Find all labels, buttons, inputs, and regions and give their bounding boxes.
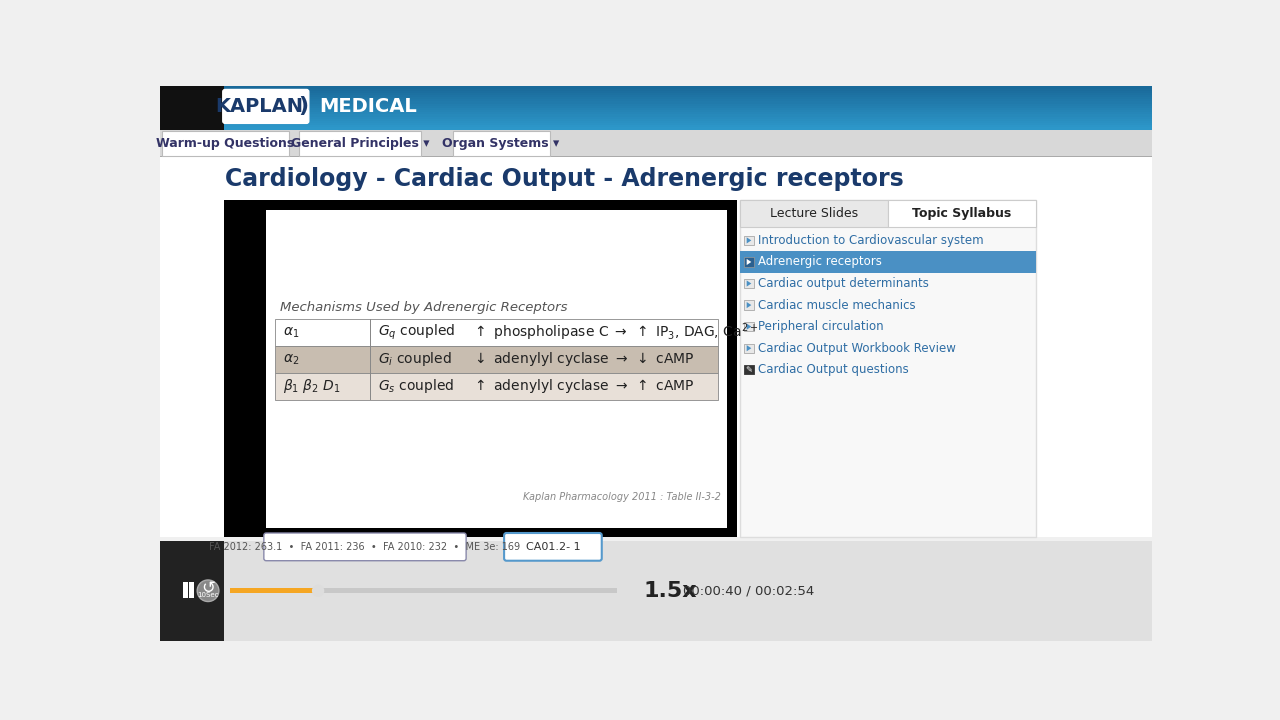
- Bar: [745, 365, 754, 374]
- Bar: [160, 121, 1152, 124]
- Text: 1.5x: 1.5x: [644, 581, 698, 600]
- Bar: [740, 227, 1036, 228]
- Bar: [740, 200, 888, 227]
- Text: Topic Syllabus: Topic Syllabus: [913, 207, 1011, 220]
- Bar: [229, 588, 319, 593]
- Bar: [183, 582, 188, 598]
- Bar: [745, 279, 754, 288]
- Bar: [160, 95, 1152, 98]
- Bar: [160, 541, 1152, 641]
- Text: General Principles ▾: General Principles ▾: [291, 137, 429, 150]
- Bar: [160, 89, 1152, 91]
- Polygon shape: [746, 280, 751, 287]
- Bar: [160, 200, 1152, 537]
- Text: $G_s$ coupled: $G_s$ coupled: [378, 377, 454, 395]
- Bar: [189, 582, 195, 598]
- Text: Cardiac Output Workbook Review: Cardiac Output Workbook Review: [758, 342, 956, 355]
- FancyBboxPatch shape: [264, 533, 466, 561]
- Text: $\downarrow$ adenylyl cyclase $\rightarrow$ $\downarrow$ cAMP: $\downarrow$ adenylyl cyclase $\rightarr…: [472, 351, 695, 369]
- Bar: [298, 131, 421, 156]
- Text: $\beta_1$ $\beta_2$ $D_1$: $\beta_1$ $\beta_2$ $D_1$: [283, 377, 340, 395]
- Circle shape: [312, 585, 324, 597]
- Bar: [160, 114, 1152, 117]
- Text: $G_q$ coupled: $G_q$ coupled: [378, 323, 456, 342]
- Bar: [160, 86, 1152, 89]
- Bar: [275, 319, 718, 346]
- Polygon shape: [746, 238, 751, 243]
- Bar: [160, 108, 1152, 111]
- Text: Cardiology - Cardiac Output - Adrenergic receptors: Cardiology - Cardiac Output - Adrenergic…: [225, 167, 904, 191]
- Bar: [745, 343, 754, 353]
- Bar: [160, 86, 224, 130]
- Circle shape: [197, 580, 219, 601]
- Bar: [453, 131, 550, 156]
- Text: Kaplan Pharmacology 2011 : Table II-3-2: Kaplan Pharmacology 2011 : Table II-3-2: [524, 492, 721, 502]
- Bar: [160, 157, 1152, 199]
- Bar: [161, 131, 289, 156]
- Text: Cardiac Output questions: Cardiac Output questions: [758, 364, 909, 377]
- Text: MEDICAL: MEDICAL: [319, 97, 416, 116]
- Bar: [745, 235, 754, 245]
- Text: ): ): [298, 96, 308, 117]
- Bar: [160, 97, 1152, 100]
- Text: Lecture Slides: Lecture Slides: [769, 207, 858, 220]
- Text: Adrenergic receptors: Adrenergic receptors: [758, 256, 882, 269]
- Text: Introduction to Cardiovascular system: Introduction to Cardiovascular system: [758, 234, 984, 247]
- Bar: [160, 104, 1152, 107]
- Bar: [160, 110, 1152, 113]
- Bar: [160, 156, 1152, 157]
- Bar: [224, 200, 736, 537]
- Text: $G_i$ coupled: $G_i$ coupled: [378, 351, 452, 369]
- Bar: [160, 117, 1152, 120]
- Bar: [225, 91, 306, 121]
- Text: 10Sec: 10Sec: [197, 592, 219, 598]
- Text: Mechanisms Used by Adrenergic Receptors: Mechanisms Used by Adrenergic Receptors: [280, 301, 567, 315]
- Text: Organ Systems ▾: Organ Systems ▾: [443, 137, 559, 150]
- Text: KAPLAN: KAPLAN: [215, 97, 303, 116]
- Text: Warm-up Questions: Warm-up Questions: [156, 137, 294, 150]
- Bar: [160, 127, 1152, 130]
- Bar: [266, 210, 727, 528]
- Bar: [745, 322, 754, 331]
- Bar: [275, 346, 718, 373]
- Bar: [888, 200, 1036, 227]
- Bar: [740, 541, 1152, 641]
- Bar: [160, 119, 1152, 122]
- FancyBboxPatch shape: [504, 533, 602, 561]
- Text: ✎: ✎: [745, 365, 753, 374]
- Bar: [160, 541, 224, 641]
- Bar: [740, 200, 1036, 537]
- Bar: [160, 123, 1152, 126]
- Bar: [745, 300, 754, 310]
- Polygon shape: [746, 302, 751, 308]
- Bar: [275, 373, 718, 400]
- Bar: [160, 125, 1152, 128]
- Bar: [160, 102, 1152, 104]
- Text: Cardiac output determinants: Cardiac output determinants: [758, 277, 929, 290]
- Text: Cardiac muscle mechanics: Cardiac muscle mechanics: [758, 299, 916, 312]
- Bar: [160, 91, 1152, 94]
- Text: CA01.2- 1: CA01.2- 1: [526, 542, 580, 552]
- Polygon shape: [746, 345, 751, 351]
- Bar: [740, 251, 1036, 273]
- Text: $\alpha_1$: $\alpha_1$: [283, 325, 300, 340]
- Bar: [745, 365, 754, 374]
- Text: Peripheral circulation: Peripheral circulation: [758, 320, 884, 333]
- Bar: [229, 588, 617, 593]
- Text: $\alpha_2$: $\alpha_2$: [283, 352, 300, 366]
- Bar: [160, 130, 1152, 157]
- Text: ↺: ↺: [201, 580, 215, 598]
- Text: $\uparrow$ adenylyl cyclase $\rightarrow$ $\uparrow$ cAMP: $\uparrow$ adenylyl cyclase $\rightarrow…: [472, 377, 695, 395]
- Bar: [745, 257, 754, 266]
- Text: $\uparrow$ phospholipase C $\rightarrow$ $\uparrow$ IP$_3$, DAG, Ca$^{2+}$: $\uparrow$ phospholipase C $\rightarrow$…: [472, 322, 759, 343]
- Polygon shape: [746, 323, 751, 330]
- Text: 00:00:40 / 00:02:54: 00:00:40 / 00:02:54: [684, 584, 814, 598]
- Text: FA 2012: 263.1  •  FA 2011: 236  •  FA 2010: 232  •  ME 3e: 169: FA 2012: 263.1 • FA 2011: 236 • FA 2010:…: [210, 542, 521, 552]
- FancyBboxPatch shape: [223, 89, 308, 123]
- Bar: [160, 112, 1152, 115]
- Bar: [160, 106, 1152, 109]
- Polygon shape: [746, 259, 751, 265]
- Bar: [160, 93, 1152, 96]
- Bar: [160, 99, 1152, 102]
